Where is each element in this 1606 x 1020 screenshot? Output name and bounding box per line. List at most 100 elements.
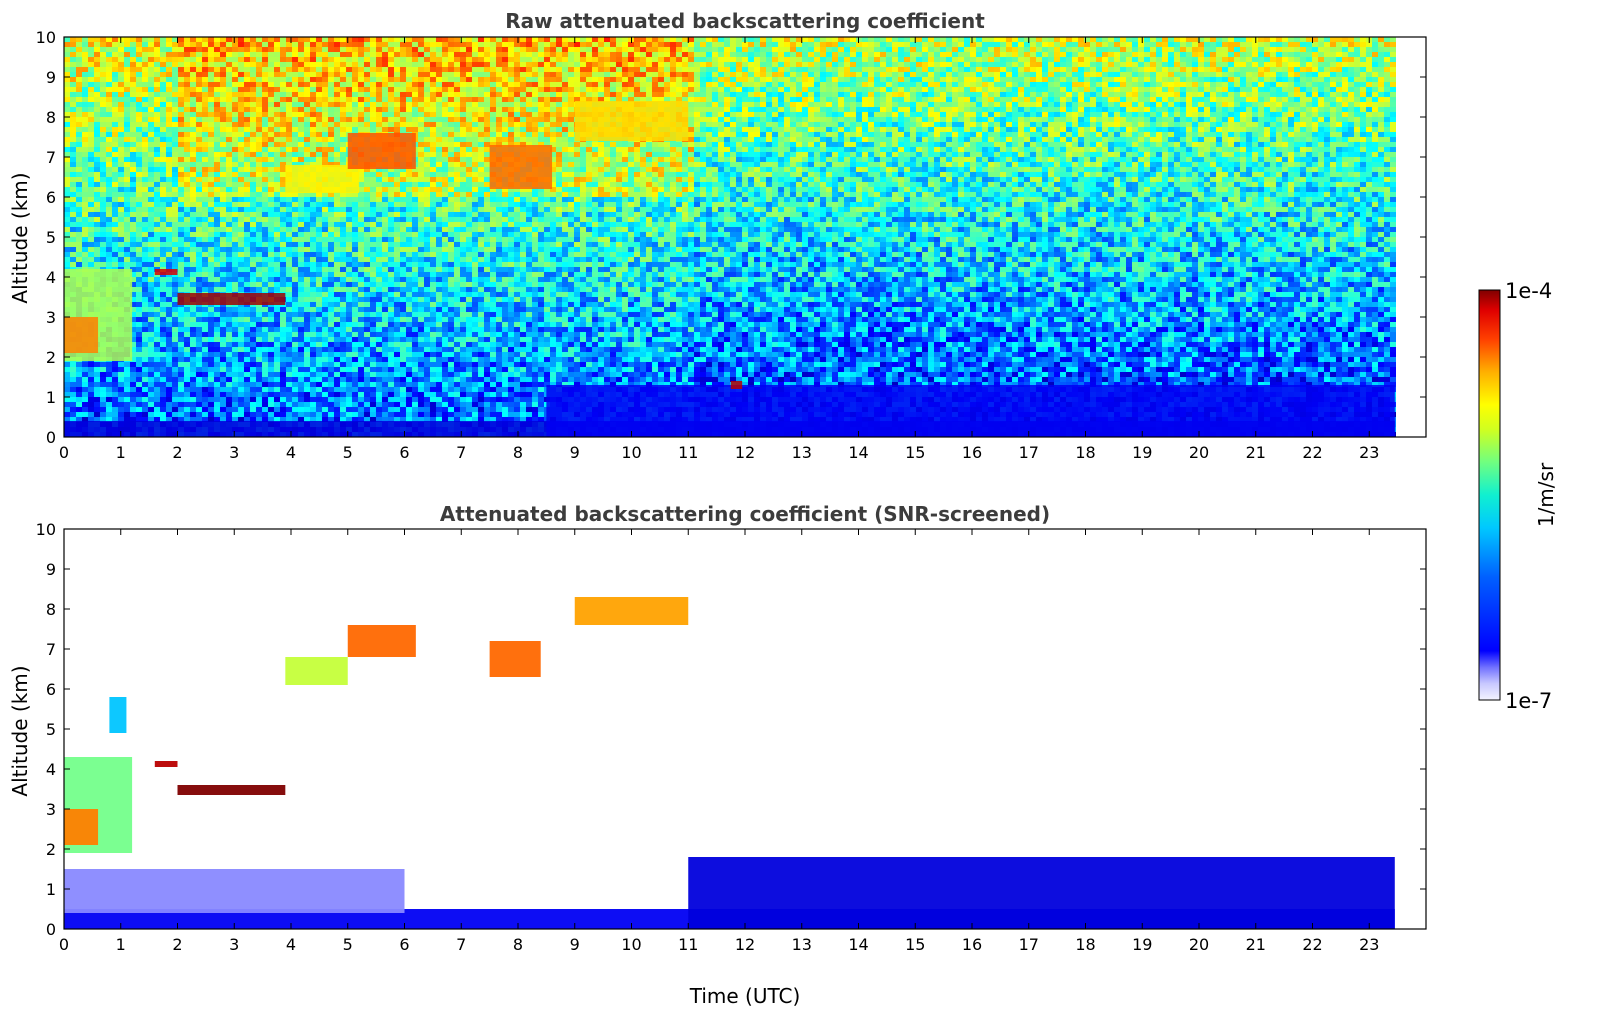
- noise-cell: [394, 332, 400, 337]
- noise-cell: [88, 177, 94, 182]
- noise-cell: [262, 312, 268, 317]
- noise-cell: [136, 147, 142, 152]
- noise-cell: [394, 347, 400, 352]
- noise-cell: [298, 247, 304, 252]
- noise-cell: [304, 312, 310, 317]
- noise-cell: [124, 42, 130, 47]
- noise-cell: [382, 387, 388, 392]
- noise-cell: [382, 252, 388, 257]
- noise-cell: [244, 232, 250, 237]
- noise-cell: [340, 152, 346, 157]
- noise-cell: [286, 277, 292, 282]
- noise-cell: [298, 362, 304, 367]
- noise-cell: [412, 82, 418, 87]
- noise-cell: [382, 92, 388, 97]
- noise-cell: [154, 227, 160, 232]
- noise-cell: [328, 192, 334, 197]
- noise-cell: [76, 157, 82, 162]
- noise-cell: [238, 352, 244, 357]
- noise-cell: [322, 292, 328, 297]
- noise-cell: [172, 402, 178, 407]
- noise-cell: [280, 337, 286, 342]
- noise-cell: [406, 377, 412, 382]
- noise-cell: [412, 377, 418, 382]
- noise-cell: [334, 147, 340, 152]
- noise-cell: [172, 72, 178, 77]
- noise-cell: [436, 52, 442, 57]
- noise-cell: [316, 212, 322, 217]
- noise-cell: [250, 332, 256, 337]
- noise-cell: [376, 187, 382, 192]
- noise-cell: [262, 107, 268, 112]
- noise-cell: [190, 342, 196, 347]
- noise-cell: [346, 92, 352, 97]
- noise-cell: [154, 287, 160, 292]
- noise-cell: [220, 97, 226, 102]
- noise-cell: [286, 137, 292, 142]
- noise-cell: [106, 232, 112, 237]
- noise-cell: [226, 312, 232, 317]
- noise-cell: [118, 77, 124, 82]
- noise-cell: [430, 277, 436, 282]
- noise-cell: [112, 122, 118, 127]
- noise-cell: [196, 97, 202, 102]
- noise-cell: [232, 187, 238, 192]
- noise-cell: [178, 42, 184, 47]
- noise-cell: [262, 272, 268, 277]
- noise-cell: [202, 182, 208, 187]
- noise-cell: [64, 412, 70, 417]
- noise-cell: [64, 102, 70, 107]
- noise-cell: [148, 322, 154, 327]
- noise-cell: [430, 307, 436, 312]
- noise-cell: [340, 257, 346, 262]
- noise-cell: [364, 387, 370, 392]
- noise-cell: [88, 52, 94, 57]
- noise-cell: [394, 37, 400, 42]
- noise-cell: [262, 167, 268, 172]
- noise-cell: [304, 212, 310, 217]
- noise-cell: [412, 72, 418, 77]
- noise-cell: [88, 372, 94, 377]
- noise-cell: [316, 92, 322, 97]
- noise-cell: [166, 97, 172, 102]
- noise-cell: [178, 57, 184, 62]
- noise-cell: [322, 157, 328, 162]
- noise-cell: [160, 47, 166, 52]
- noise-cell: [208, 222, 214, 227]
- noise-cell: [214, 387, 220, 392]
- noise-cell: [112, 137, 118, 142]
- noise-cell: [370, 182, 376, 187]
- noise-cell: [154, 242, 160, 247]
- noise-cell: [130, 142, 136, 147]
- noise-cell: [202, 412, 208, 417]
- noise-cell: [208, 332, 214, 337]
- noise-cell: [208, 287, 214, 292]
- noise-cell: [214, 227, 220, 232]
- noise-cell: [148, 132, 154, 137]
- noise-cell: [316, 397, 322, 402]
- noise-cell: [142, 287, 148, 292]
- noise-cell: [298, 42, 304, 47]
- noise-cell: [406, 52, 412, 57]
- noise-cell: [214, 277, 220, 282]
- noise-cell: [226, 397, 232, 402]
- noise-cell: [262, 372, 268, 377]
- noise-cell: [334, 272, 340, 277]
- noise-cell: [376, 357, 382, 362]
- noise-cell: [130, 257, 136, 262]
- noise-cell: [364, 337, 370, 342]
- noise-cell: [70, 37, 76, 42]
- noise-cell: [148, 182, 154, 187]
- noise-cell: [310, 352, 316, 357]
- noise-cell: [226, 102, 232, 107]
- noise-cell: [142, 147, 148, 152]
- noise-cell: [334, 287, 340, 292]
- noise-cell: [328, 132, 334, 137]
- noise-cell: [280, 37, 286, 42]
- noise-cell: [388, 232, 394, 237]
- noise-cell: [412, 87, 418, 92]
- noise-cell: [358, 227, 364, 232]
- noise-cell: [376, 247, 382, 252]
- noise-cell: [286, 322, 292, 327]
- noise-cell: [364, 182, 370, 187]
